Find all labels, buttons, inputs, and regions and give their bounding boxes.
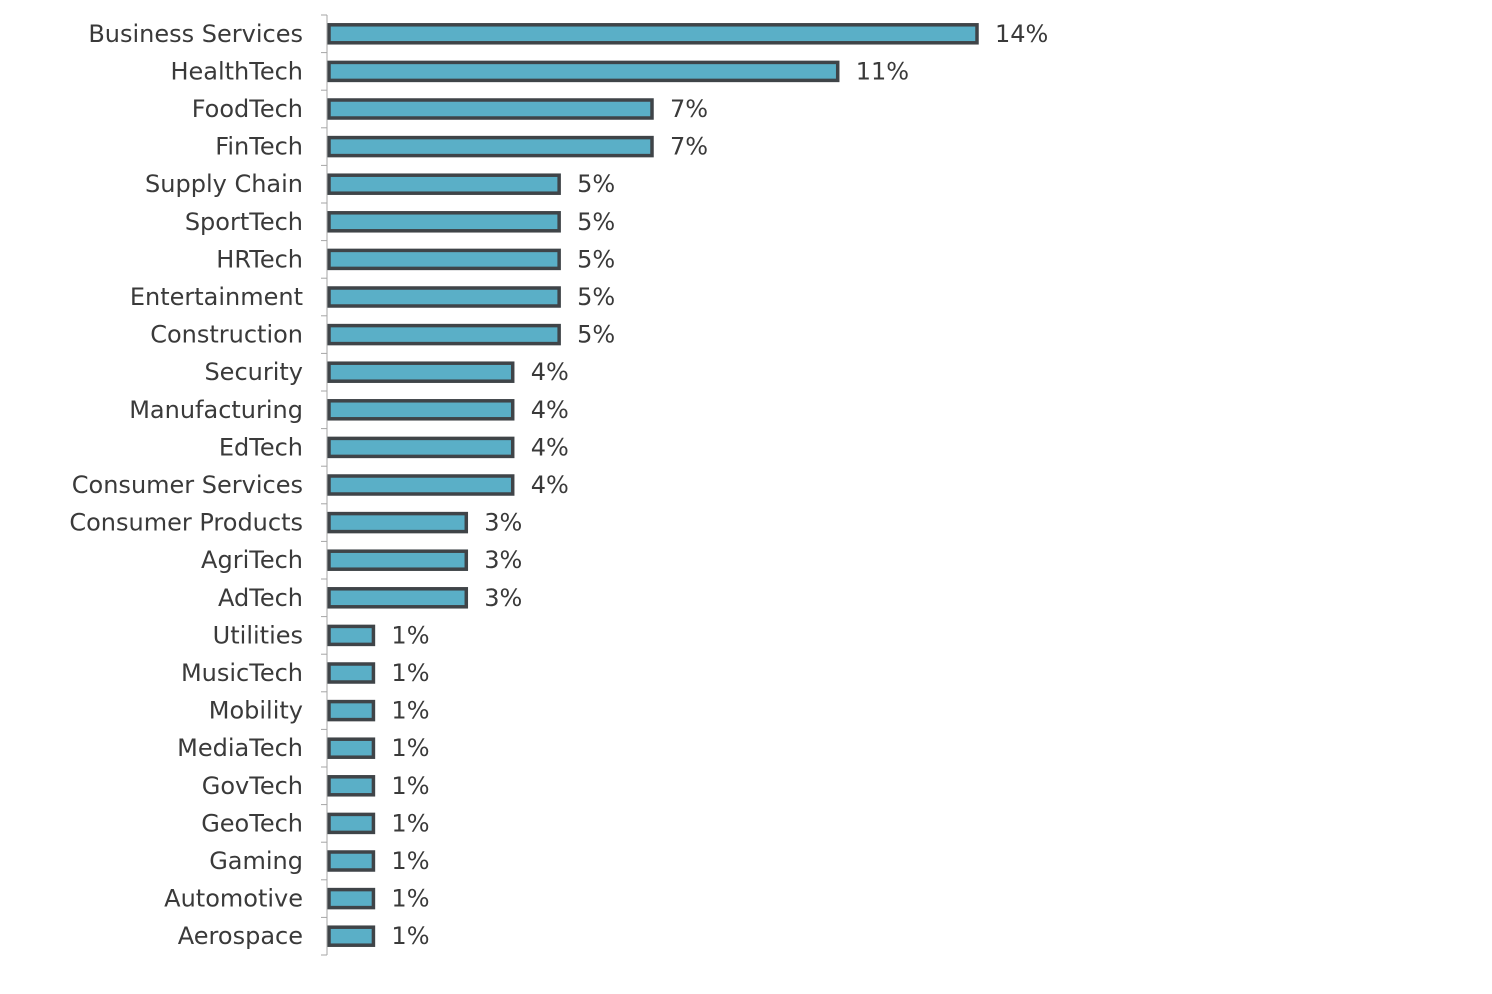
category-label-mediatech: MediaTech bbox=[177, 734, 303, 762]
bar-security bbox=[327, 361, 515, 383]
category-label-sporttech: SportTech bbox=[185, 208, 303, 236]
value-label-healthtech: 11% bbox=[856, 57, 909, 85]
bars bbox=[327, 23, 979, 947]
value-labels: 14% 11% 7% 7% 5% 5% 5% 5% 5% 4% 4% 4% 4% 3% 3% 3% 1% 1% 1%… bbox=[391, 20, 1048, 950]
value-label-geotech: 1% bbox=[391, 809, 429, 837]
value-label-mediatech: 1% bbox=[391, 734, 429, 762]
bar-automotive bbox=[327, 887, 376, 910]
bar-aerospace bbox=[327, 925, 376, 947]
value-label-foodtech: 7% bbox=[670, 95, 708, 123]
category-label-adtech: AdTech bbox=[218, 584, 303, 612]
category-label-healthtech: HealthTech bbox=[170, 57, 303, 85]
value-label-sporttech: 5% bbox=[577, 208, 615, 236]
value-label-entertainment: 5% bbox=[577, 283, 615, 311]
value-label-gaming: 1% bbox=[391, 847, 429, 875]
category-label-govtech: GovTech bbox=[202, 772, 303, 800]
bar-healthtech bbox=[327, 60, 840, 83]
bar-consumer-products bbox=[327, 511, 469, 534]
value-label-manufacturing: 4% bbox=[531, 396, 569, 424]
value-label-edtech: 4% bbox=[531, 433, 569, 461]
category-label-geotech: GeoTech bbox=[201, 809, 303, 837]
category-label-business-services: Business Services bbox=[88, 20, 303, 48]
bar-foodtech bbox=[327, 98, 654, 120]
category-label-manufacturing: Manufacturing bbox=[129, 396, 303, 424]
category-label-security: Security bbox=[204, 358, 303, 386]
category-label-supply-chain: Supply Chain bbox=[145, 170, 303, 198]
bar-manufacturing bbox=[327, 399, 515, 421]
bar-consumer-services bbox=[327, 474, 515, 496]
bar-mobility bbox=[327, 699, 376, 722]
value-label-hrtech: 5% bbox=[577, 245, 615, 273]
category-label-entertainment: Entertainment bbox=[130, 283, 303, 311]
bar-edtech bbox=[327, 436, 515, 459]
category-label-construction: Construction bbox=[150, 321, 303, 349]
value-label-construction: 5% bbox=[577, 321, 615, 349]
bar-business-services bbox=[327, 23, 979, 45]
category-label-mobility: Mobility bbox=[209, 697, 303, 725]
bar-mediatech bbox=[327, 737, 376, 759]
value-label-consumer-services: 4% bbox=[531, 471, 569, 499]
value-label-consumer-products: 3% bbox=[484, 509, 522, 537]
value-label-mobility: 1% bbox=[391, 697, 429, 725]
bar-supply-chain bbox=[327, 173, 561, 195]
bar-fintech bbox=[327, 135, 654, 158]
value-label-aerospace: 1% bbox=[391, 922, 429, 950]
category-label-automotive: Automotive bbox=[164, 885, 303, 913]
bar-musictech bbox=[327, 662, 376, 684]
value-label-agritech: 3% bbox=[484, 546, 522, 574]
bar-gaming bbox=[327, 850, 376, 872]
category-label-musictech: MusicTech bbox=[181, 659, 303, 687]
category-label-consumer-products: Consumer Products bbox=[69, 509, 303, 537]
category-labels: Business Services HealthTech FoodTech FinTe… bbox=[69, 20, 303, 950]
category-label-hrtech: HRTech bbox=[216, 245, 303, 273]
bar-geotech bbox=[327, 812, 376, 835]
category-label-agritech: AgriTech bbox=[201, 546, 303, 574]
value-label-automotive: 1% bbox=[391, 885, 429, 913]
bar-hrtech bbox=[327, 248, 561, 271]
value-label-govtech: 1% bbox=[391, 772, 429, 800]
category-label-aerospace: Aerospace bbox=[178, 922, 303, 950]
value-label-supply-chain: 5% bbox=[577, 170, 615, 198]
bar-agritech bbox=[327, 549, 469, 571]
category-label-fintech: FinTech bbox=[215, 133, 303, 161]
value-label-business-services: 14% bbox=[995, 20, 1048, 48]
category-label-consumer-services: Consumer Services bbox=[72, 471, 303, 499]
category-label-gaming: Gaming bbox=[209, 847, 303, 875]
value-label-adtech: 3% bbox=[484, 584, 522, 612]
bar-sporttech bbox=[327, 211, 561, 233]
category-axis bbox=[321, 14, 328, 956]
value-label-musictech: 1% bbox=[391, 659, 429, 687]
value-label-utilities: 1% bbox=[391, 621, 429, 649]
category-label-foodtech: FoodTech bbox=[192, 95, 303, 123]
category-label-utilities: Utilities bbox=[213, 621, 303, 649]
bar-utilities bbox=[327, 624, 376, 647]
bar-adtech bbox=[327, 587, 469, 609]
category-label-edtech: EdTech bbox=[219, 433, 303, 461]
bar-entertainment bbox=[327, 286, 561, 308]
bar-govtech bbox=[327, 775, 376, 797]
value-label-security: 4% bbox=[531, 358, 569, 386]
bar-construction bbox=[327, 323, 561, 346]
value-label-fintech: 7% bbox=[670, 133, 708, 161]
